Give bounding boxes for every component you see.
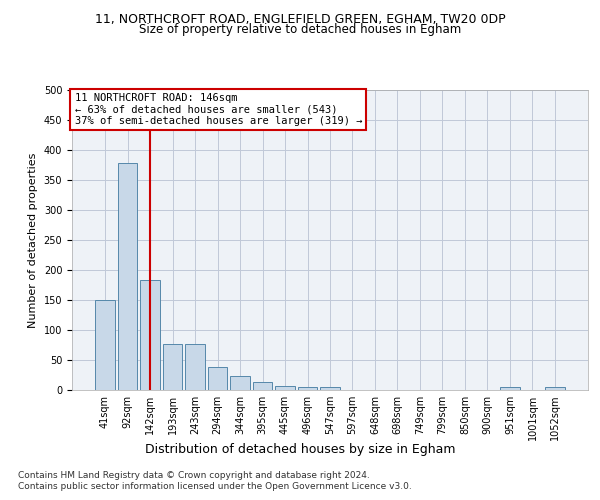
Bar (253, 382, 272, 390)
Text: Distribution of detached houses by size in Egham: Distribution of detached houses by size … (145, 442, 455, 456)
Bar (500, 387, 520, 390)
Bar (163, 344, 182, 390)
Text: Contains HM Land Registry data © Crown copyright and database right 2024.: Contains HM Land Registry data © Crown c… (18, 471, 370, 480)
Y-axis label: Number of detached properties: Number of detached properties (28, 152, 38, 328)
Bar (185, 344, 205, 390)
Bar (545, 387, 565, 390)
Bar (298, 387, 317, 390)
Bar (140, 280, 160, 390)
Bar (95, 300, 115, 390)
Text: Contains public sector information licensed under the Open Government Licence v3: Contains public sector information licen… (18, 482, 412, 491)
Bar (208, 367, 227, 390)
Text: 11, NORTHCROFT ROAD, ENGLEFIELD GREEN, EGHAM, TW20 0DP: 11, NORTHCROFT ROAD, ENGLEFIELD GREEN, E… (95, 12, 505, 26)
Text: Size of property relative to detached houses in Egham: Size of property relative to detached ho… (139, 22, 461, 36)
Text: 11 NORTHCROFT ROAD: 146sqm
← 63% of detached houses are smaller (543)
37% of sem: 11 NORTHCROFT ROAD: 146sqm ← 63% of deta… (74, 93, 362, 126)
Bar (320, 387, 340, 390)
Bar (275, 386, 295, 390)
Bar (118, 163, 137, 390)
Bar (230, 376, 250, 390)
